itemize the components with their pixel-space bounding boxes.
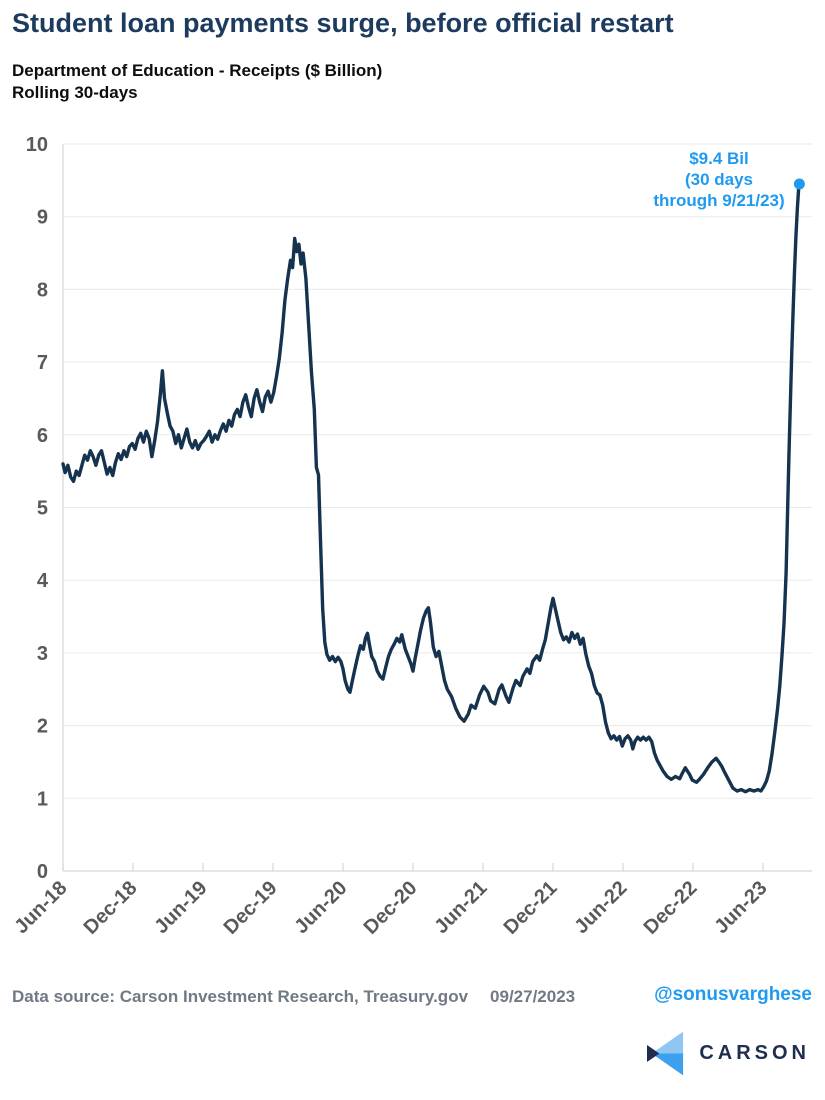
- logo-top-triangle: [652, 1031, 684, 1054]
- y-axis-label-7: 7: [37, 352, 48, 374]
- x-axis-label-Jun-19: Jun-19: [150, 877, 211, 938]
- endpoint-marker-dot: [793, 178, 805, 190]
- carson-logo-icon: [647, 1031, 684, 1076]
- x-axis-label-Dec-19: Dec-19: [220, 877, 282, 939]
- subtitle-line-2: Rolling 30-days: [12, 83, 138, 102]
- y-axis-label-2: 2: [37, 716, 48, 738]
- y-axis-label-4: 4: [37, 570, 49, 592]
- x-axis-label-Jun-22: Jun-22: [570, 877, 631, 938]
- y-axis-label-9: 9: [37, 207, 48, 229]
- x-axis-label-Jun-20: Jun-20: [290, 877, 351, 938]
- twitter-handle: @sonusvarghese: [654, 984, 812, 1005]
- chart-subtitle: Department of Education - Receipts ($ Bi…: [12, 60, 382, 104]
- y-axis-label-6: 6: [37, 425, 48, 447]
- y-axis-label-5: 5: [37, 498, 48, 520]
- data-source-text: Data source: Carson Investment Research,…: [12, 987, 469, 1006]
- x-axis-label-Jun-18: Jun-18: [10, 877, 71, 938]
- endpoint-annotation: $9.4 Bil (30 days through 9/21/23): [630, 148, 808, 211]
- y-axis-label-3: 3: [37, 643, 48, 665]
- receipts-line-series: [61, 182, 802, 794]
- logo-dark-triangle: [647, 1044, 660, 1063]
- x-axis-label-Dec-18: Dec-18: [80, 877, 142, 939]
- annotation-line-3: through 9/21/23): [653, 191, 785, 210]
- y-axis-label-8: 8: [37, 279, 48, 301]
- subtitle-line-1: Department of Education - Receipts ($ Bi…: [12, 61, 383, 80]
- y-axis-label-0: 0: [37, 861, 48, 883]
- as-of-date: 09/27/2023: [490, 987, 576, 1006]
- x-axis-label-Dec-21: Dec-21: [500, 877, 562, 939]
- carson-logo: CARSON: [647, 1030, 810, 1077]
- page-title: Student loan payments surge, before offi…: [12, 8, 674, 38]
- x-axis-label-Dec-20: Dec-20: [360, 877, 422, 939]
- y-axis-label-10: 10: [26, 134, 48, 156]
- carson-wordmark: CARSON: [699, 1042, 810, 1064]
- x-axis-label-Jun-23: Jun-23: [710, 877, 771, 938]
- x-axis-label-Dec-22: Dec-22: [640, 877, 702, 939]
- annotation-line-2: (30 days: [684, 170, 754, 189]
- data-source-note: Data source: Carson Investment Research,…: [12, 987, 575, 1007]
- annotation-value: $9.4 Bil: [689, 149, 749, 168]
- y-axis-label-1: 1: [37, 788, 48, 810]
- logo-bottom-triangle: [652, 1053, 684, 1076]
- x-axis-label-Jun-21: Jun-21: [430, 877, 491, 938]
